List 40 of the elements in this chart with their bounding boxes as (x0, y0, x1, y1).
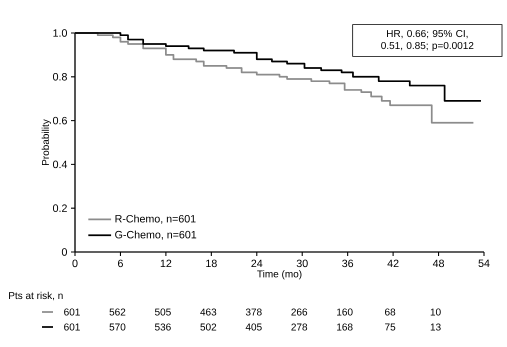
text: 502 (200, 323, 216, 331)
y-tick-label: 0.2 (52, 204, 67, 212)
x-tick-label: 24 (251, 260, 262, 268)
y-axis-title: Probability (42, 119, 51, 166)
text: 378 (246, 308, 262, 316)
y-tick-label: 0 (62, 248, 67, 256)
y-tick-label: 0.4 (52, 160, 68, 168)
text: 536 (154, 323, 171, 331)
text: 463 (200, 308, 216, 316)
text: 13 (430, 323, 441, 331)
y-tick-label: 0.8 (52, 73, 67, 81)
annotation: HR, 0.66; 95% CI, 0.51, 0.85; p=0.0012 (381, 30, 474, 52)
x-tick-label: 12 (160, 260, 172, 268)
text: 505 (154, 308, 171, 316)
text: 405 (246, 323, 262, 331)
x-tick-label: 48 (432, 260, 444, 268)
x-tick-label: 54 (478, 260, 490, 268)
text: Pts at risk, n (9, 292, 63, 300)
x-tick-label: 36 (342, 260, 354, 268)
text: 601 (64, 323, 80, 331)
text: 266 (291, 308, 308, 316)
legend-label: G-Chemo, n=601 (115, 230, 196, 240)
x-tick-label: 42 (387, 260, 399, 268)
text: 601 (64, 308, 80, 316)
x-axis-title: Time (mo) (257, 270, 302, 280)
text: 562 (110, 308, 126, 316)
text: 75 (385, 324, 396, 330)
text: 68 (385, 308, 396, 316)
x-tick-label: 30 (296, 260, 308, 268)
text: 278 (291, 323, 308, 331)
x-tick-label: 0 (72, 260, 78, 268)
x-tick-label: 6 (118, 260, 123, 268)
text: 570 (110, 323, 126, 331)
x-tick-label: 18 (206, 260, 217, 268)
text: 160 (337, 308, 353, 316)
y-tick-label: 1.0 (53, 29, 67, 37)
text: 10 (430, 308, 441, 316)
legend-label: R-Chemo, n=601 (115, 214, 196, 224)
y-tick-label: 0.6 (52, 116, 67, 124)
text: 168 (337, 323, 353, 331)
